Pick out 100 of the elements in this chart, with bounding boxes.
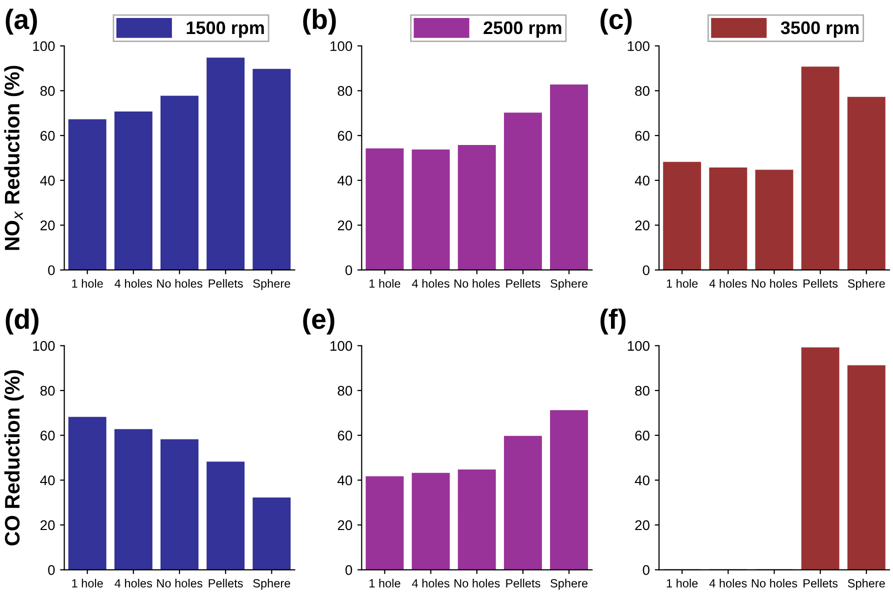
x-tick-label: 4 holes: [114, 578, 152, 588]
x-tick-label: 4 holes: [709, 279, 747, 288]
x-tick-label: No holes: [157, 578, 202, 588]
y-tick-label: 60: [635, 430, 650, 440]
x-tick-label: No holes: [752, 279, 798, 288]
y-tick-label: 100: [330, 41, 352, 52]
bar: [412, 472, 450, 570]
x-tick-label: Pellets: [208, 578, 243, 588]
y-tick-label: 40: [40, 475, 55, 486]
x-tick-label: 4 holes: [709, 578, 747, 588]
legend-label: 3500 rpm: [780, 21, 859, 38]
bar: [663, 162, 702, 270]
y-tick-label: 100: [33, 41, 55, 52]
y-tick-label: 40: [634, 475, 650, 486]
chart-title: (a): [6, 8, 37, 35]
y-tick-label: 20: [338, 220, 352, 230]
legend-label: 2500 rpm: [484, 21, 562, 38]
x-tick-label: Pellets: [804, 279, 838, 288]
x-tick-label: Sphere: [550, 279, 588, 290]
chart-title: (e): [303, 308, 334, 334]
y-tick-label: 80: [40, 386, 55, 396]
x-tick-label: Sphere: [253, 279, 290, 290]
y-tick-label: 60: [338, 430, 352, 440]
bar: [114, 111, 152, 270]
bar: [412, 150, 450, 270]
y-tick-label: 20: [635, 220, 650, 230]
bar: [252, 498, 291, 570]
bar: [252, 68, 291, 270]
bar: [366, 148, 404, 270]
x-tick-label: No holes: [454, 279, 500, 288]
y-tick-label: 60: [40, 130, 55, 141]
bar: [709, 167, 748, 270]
y-tick-label: 40: [338, 176, 352, 186]
x-tick-label: No holes: [454, 578, 500, 588]
x-tick-label: 1 hole: [370, 279, 400, 288]
y-tick-label: 40: [338, 475, 352, 486]
y-tick-label: 0: [345, 265, 352, 276]
bar: [160, 96, 198, 270]
bar: [504, 436, 542, 570]
y-tick-label: 60: [635, 130, 650, 141]
bar: [160, 439, 198, 570]
y-tick-label: 80: [635, 386, 650, 396]
y-tick-label: 40: [40, 176, 55, 186]
chart-title: (d): [6, 308, 38, 334]
y-tick-label: 20: [338, 520, 352, 530]
y-tick-label: 20: [40, 220, 55, 230]
legend-label: 1500 rpm: [186, 21, 264, 38]
y-tick-label: 100: [33, 341, 55, 351]
bar: [847, 96, 886, 270]
bar: [68, 416, 106, 570]
x-tick-label: Pellets: [208, 279, 243, 288]
y-tick-label: 80: [40, 86, 55, 96]
y-tick-label: 60: [338, 130, 352, 141]
y-tick-label: 100: [628, 41, 650, 52]
x-tick-label: 4 holes: [114, 279, 152, 288]
bar: [504, 112, 542, 270]
bar: [206, 58, 245, 270]
bar: [550, 84, 588, 270]
x-tick-label: Sphere: [848, 279, 885, 290]
x-tick-label: No holes: [752, 578, 798, 588]
x-tick-label: No holes: [157, 279, 202, 288]
y-tick-label: 0: [345, 565, 352, 575]
x-tick-label: Sphere: [848, 578, 885, 590]
y-axis-title: NO$_{x}$ Reduction (%): [4, 66, 24, 250]
bar: [550, 410, 588, 570]
y-tick-label: 100: [628, 341, 650, 351]
bar: [68, 119, 106, 270]
chart-title: (b): [303, 8, 336, 35]
x-tick-label: Sphere: [253, 578, 290, 590]
y-tick-label: 80: [338, 86, 352, 96]
bar: [755, 170, 794, 270]
bar: [458, 470, 496, 570]
y-tick-label: 100: [330, 341, 352, 351]
bar: [114, 429, 152, 570]
y-tick-label: 80: [338, 386, 352, 396]
y-tick-label: 40: [634, 176, 650, 186]
y-tick-label: 0: [642, 565, 650, 575]
y-tick-label: 20: [635, 520, 650, 530]
x-tick-label: 1 hole: [72, 279, 103, 288]
bar: [206, 462, 245, 570]
x-tick-label: 1 hole: [370, 578, 400, 588]
y-tick-label: 0: [48, 565, 55, 575]
chart-title: (c): [600, 8, 632, 35]
y-tick-label: 60: [40, 430, 55, 440]
x-tick-label: Pellets: [506, 279, 540, 288]
x-tick-label: 1 hole: [666, 279, 698, 288]
x-tick-label: 4 holes: [412, 279, 450, 288]
x-tick-label: 4 holes: [412, 578, 450, 588]
y-tick-label: 80: [635, 86, 650, 96]
x-tick-label: Sphere: [550, 578, 588, 590]
x-tick-label: Pellets: [506, 578, 540, 588]
x-tick-label: 1 hole: [666, 578, 698, 588]
bar: [801, 66, 840, 270]
y-tick-label: 0: [48, 265, 55, 276]
bar: [366, 476, 404, 570]
y-tick-label: 0: [642, 265, 650, 276]
x-tick-label: 1 hole: [72, 578, 103, 588]
y-tick-label: 20: [40, 520, 55, 530]
x-tick-label: Pellets: [804, 578, 838, 588]
chart-title: (f): [600, 308, 626, 334]
